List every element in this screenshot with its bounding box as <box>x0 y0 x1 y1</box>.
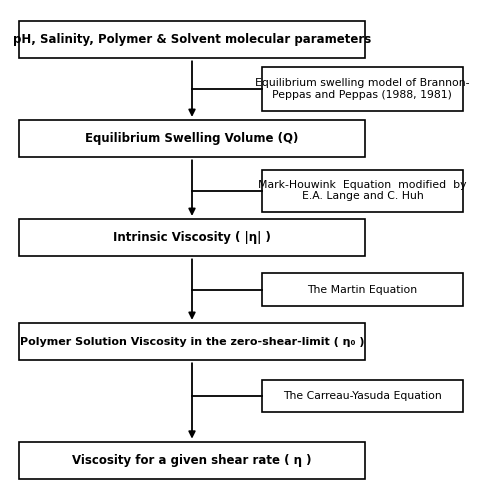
Text: Equilibrium swelling model of Brannon-
Peppas and Peppas (1988, 1981): Equilibrium swelling model of Brannon- P… <box>255 78 469 100</box>
Bar <box>19 323 365 360</box>
Text: Polymer Solution Viscosity in the zero-shear-limit ( η₀ ): Polymer Solution Viscosity in the zero-s… <box>20 337 364 346</box>
Bar <box>262 380 463 412</box>
Bar <box>262 67 463 111</box>
Text: The Martin Equation: The Martin Equation <box>307 285 418 295</box>
Text: pH, Salinity, Polymer & Solvent molecular parameters: pH, Salinity, Polymer & Solvent molecula… <box>13 33 371 46</box>
Bar <box>19 120 365 157</box>
Bar <box>262 273 463 306</box>
Bar <box>262 169 463 212</box>
Bar <box>19 21 365 58</box>
Text: The Carreau-Yasuda Equation: The Carreau-Yasuda Equation <box>283 391 442 401</box>
Bar <box>19 219 365 256</box>
Bar <box>19 442 365 479</box>
Text: Viscosity for a given shear rate ( η ): Viscosity for a given shear rate ( η ) <box>72 454 312 467</box>
Text: Intrinsic Viscosity ( |η| ): Intrinsic Viscosity ( |η| ) <box>113 231 271 244</box>
Text: Equilibrium Swelling Volume (Q): Equilibrium Swelling Volume (Q) <box>85 132 299 145</box>
Text: Mark-Houwink  Equation  modified  by
E.A. Lange and C. Huh: Mark-Houwink Equation modified by E.A. L… <box>258 180 467 201</box>
